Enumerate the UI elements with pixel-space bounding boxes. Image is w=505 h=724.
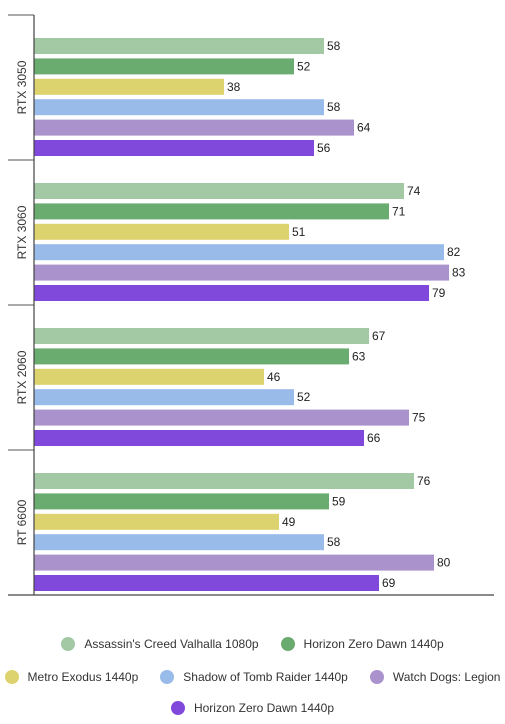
data-label: 82	[447, 245, 461, 259]
data-label: 79	[432, 286, 446, 300]
bar	[34, 430, 364, 446]
data-label: 56	[317, 141, 331, 155]
legend-row-2: Metro Exodus 1440p Shadow of Tomb Raider…	[0, 667, 505, 687]
data-label: 64	[357, 121, 371, 135]
legend-item[interactable]: Assassin's Creed Valhalla 1080p	[61, 637, 259, 651]
data-label: 83	[452, 266, 466, 280]
bar	[34, 389, 294, 406]
data-label: 58	[327, 100, 341, 114]
data-label: 46	[267, 370, 281, 384]
legend-item[interactable]: Shadow of Tomb Raider 1440p	[160, 670, 348, 684]
bar	[34, 119, 354, 136]
data-label: 75	[412, 411, 426, 425]
bar	[34, 409, 409, 426]
legend-label: Shadow of Tomb Raider 1440p	[183, 670, 348, 684]
category-label: RTX 3060	[15, 205, 29, 259]
data-label: 80	[437, 556, 451, 570]
category-label: RTX 2060	[15, 350, 29, 404]
data-label: 51	[292, 225, 306, 239]
data-label: 63	[352, 349, 366, 363]
data-label: 52	[297, 390, 311, 404]
data-label: 52	[297, 59, 311, 73]
bar	[34, 78, 224, 95]
bar	[34, 575, 379, 591]
category-label: RT 6600	[15, 499, 29, 545]
data-label: 67	[372, 329, 386, 343]
legend-item[interactable]: Horizon Zero Dawn 1440p	[170, 701, 335, 715]
data-label: 59	[332, 494, 346, 508]
legend-swatch	[160, 670, 175, 684]
legend-swatch	[4, 670, 19, 684]
bar	[34, 203, 389, 220]
category-label: RTX 3050	[15, 60, 29, 114]
bar	[34, 285, 429, 301]
legend-label: Horizon Zero Dawn 1440p	[193, 701, 335, 715]
legend-swatch	[170, 701, 185, 715]
data-label: 76	[417, 474, 431, 488]
legend-swatch	[369, 670, 384, 684]
bar	[34, 264, 449, 281]
data-label: 69	[382, 576, 396, 590]
data-label: 58	[327, 535, 341, 549]
data-label: 58	[327, 39, 341, 53]
bar	[34, 534, 324, 551]
legend-item[interactable]: Metro Exodus 1440p	[4, 670, 139, 684]
data-label: 49	[282, 515, 296, 529]
data-label: 38	[227, 80, 241, 94]
data-label: 66	[367, 431, 381, 445]
legend-label: Horizon Zero Dawn 1440p	[303, 637, 444, 651]
legend-label: Assassin's Creed Valhalla 1080p	[84, 637, 259, 651]
bar	[34, 348, 349, 365]
bar	[34, 58, 294, 75]
bar	[34, 554, 434, 571]
legend-item[interactable]: Horizon Zero Dawn 1440p	[280, 637, 444, 651]
bar	[34, 183, 404, 199]
bar	[34, 223, 289, 240]
data-label: 74	[407, 184, 421, 198]
bar	[34, 368, 264, 385]
bar	[34, 513, 279, 530]
legend-row-1: Assassin's Creed Valhalla 1080p Horizon …	[0, 634, 505, 654]
bar	[34, 328, 369, 344]
legend-label: Watch Dogs: Legion	[392, 670, 501, 684]
legend-swatch	[280, 637, 295, 651]
legend-item[interactable]: Watch Dogs: Legion	[369, 670, 501, 684]
bar	[34, 38, 324, 54]
legend-row-3: Horizon Zero Dawn 1440p	[0, 698, 505, 718]
bar	[34, 244, 444, 261]
data-label: 71	[392, 204, 406, 218]
bar	[34, 140, 314, 156]
bar	[34, 99, 324, 116]
legend-swatch	[61, 637, 76, 651]
bar	[34, 493, 329, 510]
bar	[34, 473, 414, 489]
legend-label: Metro Exodus 1440p	[27, 670, 139, 684]
